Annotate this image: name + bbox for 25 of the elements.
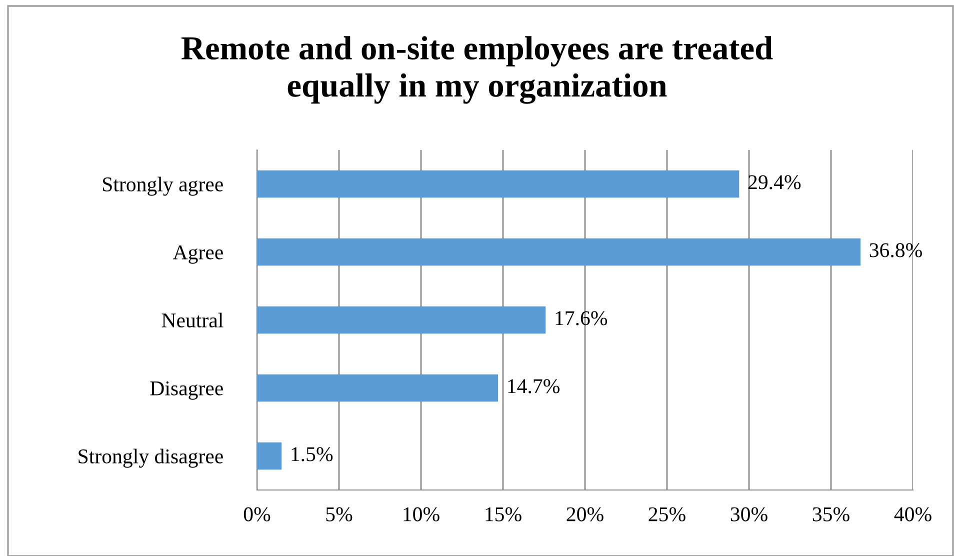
y-tick-label: Strongly disagree: [78, 448, 223, 468]
x-tick-label: 25%: [648, 507, 686, 522]
data-label: 14.7%: [508, 379, 560, 394]
y-tick-label: Strongly agree: [102, 176, 223, 196]
x-tick-label: 0%: [244, 507, 270, 522]
y-tick-label: Agree: [172, 245, 223, 264]
x-tick-label: 15%: [486, 507, 522, 522]
data-label: 17.6%: [556, 311, 608, 326]
data-label: 1.5%: [292, 447, 333, 462]
bar: [257, 442, 282, 470]
x-tick-label: 40%: [894, 507, 932, 522]
x-tick-label: 20%: [566, 507, 604, 522]
x-tick-label: 30%: [730, 507, 768, 522]
bar: [257, 238, 861, 266]
x-tick-label: 5%: [326, 507, 352, 522]
y-tick-label: Neutral: [162, 312, 224, 328]
bar: [257, 170, 740, 198]
y-tick-label: Disagree: [150, 381, 223, 400]
x-tick-label: 35%: [812, 507, 850, 522]
data-label: 29.4%: [748, 175, 801, 190]
x-tick-label: 10%: [404, 507, 440, 522]
data-label: 36.8%: [870, 243, 922, 258]
chart-title: Remote and on-site employees are treated equally in my organization: [181, 36, 773, 104]
bar: [257, 306, 546, 334]
bar: [257, 374, 498, 402]
